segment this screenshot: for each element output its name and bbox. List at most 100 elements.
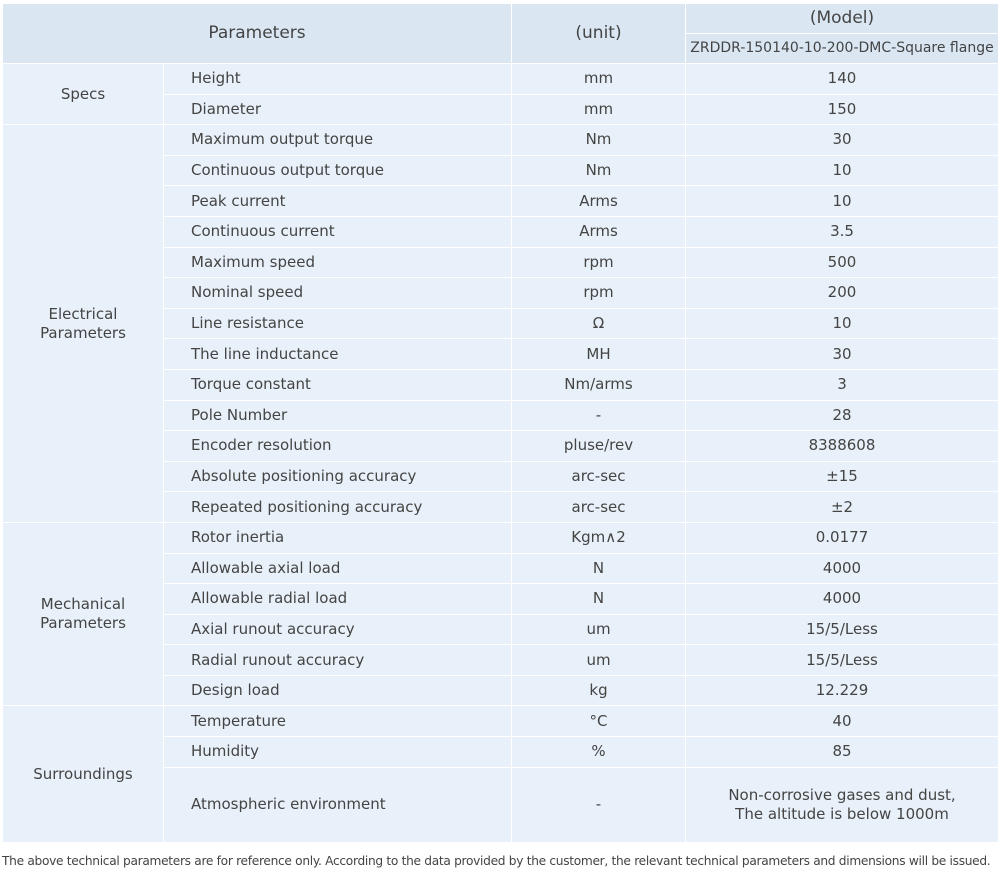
table-row: Repeated positioning accuracy arc-sec ±2 — [3, 491, 999, 523]
param-name: The line inductance — [163, 338, 512, 370]
param-name: Height — [163, 63, 512, 95]
table-row: Humidity% 85 — [3, 736, 999, 768]
param-name: Continuous current — [163, 215, 512, 248]
group-label: Specs — [2, 62, 164, 126]
param-name: Pole Number — [163, 399, 512, 432]
param-unit: N — [511, 583, 686, 615]
param-unit: Nm — [511, 154, 686, 187]
header-unit: (unit) — [511, 3, 686, 64]
param-value: 0.0177 — [685, 521, 999, 554]
table-row: Continuous current Arms 3.5 — [3, 215, 999, 248]
param-value: 3.5 — [685, 215, 999, 248]
group-label: Electrical Parameters — [2, 124, 164, 523]
param-value: 28 — [685, 399, 999, 432]
param-unit: % — [511, 736, 686, 768]
group-label: Mechanical Parameters — [2, 521, 164, 707]
param-name: Continuous output torque — [163, 154, 512, 187]
param-name: Axial runout accuracy — [163, 613, 512, 646]
param-value: 500 — [685, 246, 999, 279]
header-parameters: Parameters — [2, 3, 512, 64]
param-name: Torque constant — [163, 368, 512, 401]
table-row: Diameter mm 150 — [3, 93, 999, 126]
param-name: Nominal speed — [163, 277, 512, 309]
table-row: Line resistance Ω 10 — [3, 307, 999, 340]
param-value: 12.229 — [685, 674, 999, 707]
param-name: Rotor inertia — [163, 521, 512, 554]
param-value: 40 — [685, 705, 999, 738]
footnote: The above technical parameters are for r… — [2, 854, 991, 868]
spec-table: Parameters (unit) (Model) ZRDDR-150140-10-… — [2, 3, 999, 843]
table-row: The line inductance MH 30 — [3, 338, 999, 370]
table-row: Torque constant Nm/arms 3 — [3, 368, 999, 401]
param-unit: - — [511, 399, 686, 432]
header-model-name: ZRDDR-150140-10-200-DMC-Square flange — [685, 33, 999, 64]
table-row: Peak current Arms 10 — [3, 185, 999, 217]
param-name: Allowable axial load — [163, 552, 512, 585]
header-model: (Model) — [685, 3, 999, 34]
param-unit: kg — [511, 674, 686, 707]
param-value: 140 — [685, 63, 999, 95]
param-name: Encoder resolution — [163, 430, 512, 462]
param-value: 200 — [685, 277, 999, 309]
param-unit: um — [511, 644, 686, 676]
param-value: 3 — [685, 368, 999, 401]
param-value: 85 — [685, 736, 999, 768]
param-name: Diameter — [163, 93, 512, 126]
param-name: Humidity — [163, 736, 512, 768]
param-value: 10 — [685, 154, 999, 187]
table-row: Electrical Parameters Maximum output torq… — [2, 124, 999, 523]
table-row: Maximum speed rpm 500 — [3, 246, 999, 279]
param-unit: mm — [511, 63, 686, 95]
param-name: Maximum speed — [163, 246, 512, 279]
param-name: Design load — [163, 674, 512, 707]
param-name: Atmospheric environment — [163, 766, 512, 843]
table-row: Continuous output torque Nm 10 — [3, 154, 999, 187]
param-unit: Ω — [511, 307, 686, 340]
param-unit: Kgm∧2 — [511, 521, 686, 554]
param-unit: Arms — [511, 215, 686, 248]
table-row: Specs Height mm 140 — [2, 62, 999, 126]
table-row: Design load kg 12.229 — [3, 674, 999, 707]
group-label: Surroundings — [2, 705, 164, 843]
param-unit: rpm — [511, 277, 686, 309]
param-value: 8388608 — [685, 430, 999, 462]
param-value: 15/5/Less — [685, 644, 999, 676]
param-value: 4000 — [685, 583, 999, 615]
param-value: ±2 — [685, 491, 999, 523]
param-unit: MH — [511, 338, 686, 370]
param-name: Radial runout accuracy — [163, 644, 512, 676]
param-unit: Arms — [511, 185, 686, 217]
param-value: 10 — [685, 185, 999, 217]
param-unit: arc-sec — [511, 460, 686, 493]
param-value: 30 — [685, 124, 999, 156]
table-row: Axial runout accuracy um 15/5/Less — [3, 613, 999, 646]
param-name: Allowable radial load — [163, 583, 512, 615]
param-value: 30 — [685, 338, 999, 370]
table-row: Allowable axial load N 4000 — [3, 552, 999, 585]
param-unit: °C — [511, 705, 686, 738]
param-unit: Nm — [511, 124, 686, 156]
param-name: Line resistance — [163, 307, 512, 340]
param-unit: pluse/rev — [511, 430, 686, 462]
param-value: 10 — [685, 307, 999, 340]
table-row: Atmospheric environment - Non-corrosive ga… — [3, 766, 999, 843]
param-name: Maximum output torque — [163, 124, 512, 156]
table-row: Surroundings Temperature °C 40 — [2, 705, 999, 843]
table-row: Mechanical Parameters Rotor inertia Kgm∧2 0… — [2, 521, 999, 707]
param-value: Non-corrosive gases and dust, The altitu… — [685, 766, 999, 843]
param-unit: rpm — [511, 246, 686, 279]
table-row: Nominal speed rpm 200 — [3, 277, 999, 309]
table-row: Encoder resolution pluse/rev 8388608 — [3, 430, 999, 462]
param-name: Temperature — [163, 705, 512, 738]
param-unit: - — [511, 766, 686, 843]
param-unit: arc-sec — [511, 491, 686, 523]
param-value: 4000 — [685, 552, 999, 585]
param-unit: N — [511, 552, 686, 585]
param-unit: mm — [511, 93, 686, 126]
param-name: Absolute positioning accuracy — [163, 460, 512, 493]
param-name: Repeated positioning accuracy — [163, 491, 512, 523]
param-unit: Nm/arms — [511, 368, 686, 401]
param-value: ±15 — [685, 460, 999, 493]
param-unit: um — [511, 613, 686, 646]
